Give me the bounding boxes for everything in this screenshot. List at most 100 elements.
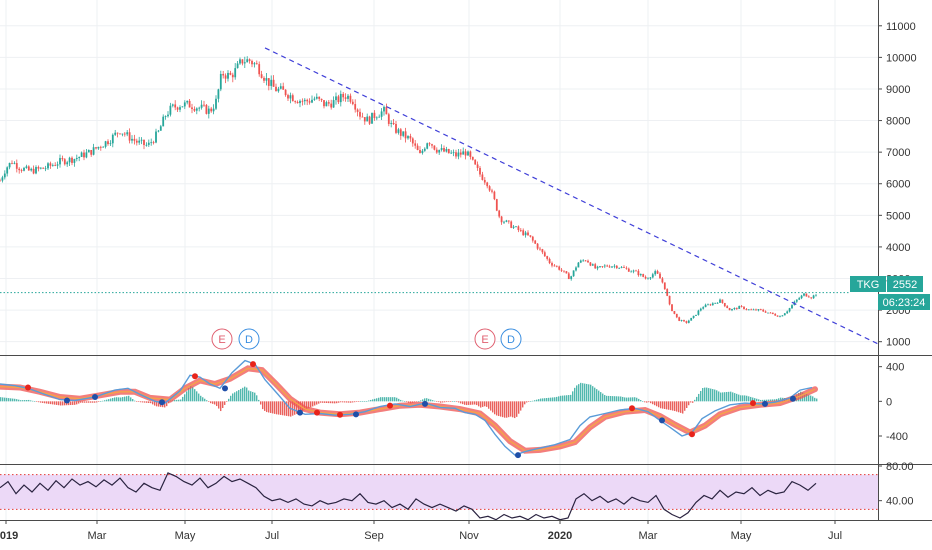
macd-histogram-bar (68, 401, 70, 406)
dividend-marker[interactable]: D (238, 328, 260, 350)
candle (313, 96, 316, 101)
dividend-marker-label: D (245, 334, 253, 346)
candle (3, 170, 6, 180)
last-price-text: 2552 (893, 279, 917, 291)
candle (392, 119, 395, 126)
macd-histogram-bar (542, 398, 544, 402)
macd-histogram-bar (458, 401, 460, 403)
candle (543, 250, 546, 258)
candle (443, 145, 445, 153)
candle (716, 302, 719, 304)
macd-tick-label: -400 (886, 431, 908, 443)
earnings-marker[interactable]: E (211, 328, 233, 350)
candle (455, 149, 457, 159)
macd-histogram-bar (196, 391, 198, 402)
candle (15, 159, 18, 173)
macd-histogram-bar (644, 401, 646, 403)
macd-histogram-bar (634, 397, 636, 402)
candle (111, 133, 114, 148)
trendline[interactable] (264, 47, 881, 346)
price-axis[interactable]: 1100010000900080007000600050004000300020… (878, 21, 917, 349)
macd-cross-dot (222, 385, 228, 392)
macd-histogram-bar (218, 401, 220, 409)
macd-histogram-bar (810, 395, 812, 402)
candle (255, 60, 258, 65)
macd-histogram-bar (188, 388, 190, 402)
macd-histogram-bar (672, 401, 674, 411)
candle (32, 165, 35, 175)
macd-histogram-bar (670, 401, 672, 411)
candle (699, 307, 702, 312)
macd-histogram-bar (206, 400, 208, 402)
macd-histogram-bar (816, 398, 818, 402)
macd-histogram-bar (632, 397, 634, 402)
candle (462, 147, 465, 155)
last-price-label[interactable]: 2552 (887, 276, 923, 292)
candle (155, 128, 157, 144)
macd-cross-dot (790, 395, 796, 402)
rsi-pane[interactable] (0, 472, 878, 521)
candle (721, 299, 724, 304)
candle (594, 262, 597, 269)
macd-histogram-bar (756, 398, 758, 402)
candle (596, 265, 599, 271)
macd-histogram-bar (182, 396, 184, 402)
macd-histogram-bar (158, 401, 160, 407)
price-pane[interactable]: E ED D (0, 47, 881, 350)
macd-axis[interactable]: 400 0 -400 (878, 362, 908, 443)
macd-histogram-bar (296, 401, 298, 414)
candle (80, 151, 83, 158)
candle (527, 230, 529, 236)
macd-histogram-bar (288, 401, 290, 417)
macd-histogram-bar (758, 399, 760, 402)
macd-pane[interactable] (0, 359, 818, 459)
candle (71, 156, 73, 166)
macd-histogram-bar (214, 401, 216, 405)
candle (546, 255, 549, 261)
macd-histogram-bar (742, 395, 744, 402)
candle (176, 106, 179, 113)
macd-histogram-bar (602, 393, 604, 402)
candle (541, 248, 544, 255)
candle (656, 269, 659, 275)
macd-histogram-bar (280, 401, 282, 415)
candle (503, 220, 505, 225)
candle (663, 282, 666, 290)
rsi-axis[interactable]: 80.00 40.00 (878, 461, 914, 508)
macd-histogram-bar (238, 390, 240, 402)
macd-histogram-bar (614, 396, 616, 402)
earnings-marker-label: E (481, 334, 488, 346)
candle (359, 108, 361, 120)
macd-histogram-bar (780, 397, 782, 402)
candle (349, 93, 352, 104)
macd-histogram-bar (150, 401, 152, 404)
macd-histogram-bar (268, 401, 270, 413)
candle (740, 304, 743, 308)
candle (404, 127, 407, 143)
macd-tick-label: 400 (886, 362, 904, 374)
symbol-label[interactable]: TKG (850, 276, 886, 292)
candle (169, 102, 172, 117)
earnings-marker[interactable]: E (474, 328, 496, 350)
macd-histogram-bar (60, 401, 62, 406)
time-axis[interactable]: 2019 Mar May Jul Sep Nov 2020 Mar May Jul (0, 520, 842, 542)
macd-histogram-bar (432, 400, 434, 402)
dividend-marker[interactable]: D (500, 328, 522, 350)
macd-histogram-bar (242, 387, 244, 402)
candle (251, 59, 253, 68)
macd-histogram-bar (92, 401, 94, 403)
candle (481, 171, 484, 181)
macd-histogram-bar (278, 401, 280, 415)
candle (577, 262, 580, 268)
candle (200, 100, 203, 110)
macd-cross-dot (659, 417, 665, 424)
event-markers[interactable]: E ED D (211, 328, 522, 350)
price-tick-label: 1000 (886, 337, 910, 349)
candle (157, 129, 160, 133)
candle (632, 269, 635, 274)
macd-histogram-bar (274, 401, 276, 414)
candle (738, 305, 741, 309)
macd-histogram-bar (744, 395, 746, 402)
rsi-line (0, 472, 817, 521)
